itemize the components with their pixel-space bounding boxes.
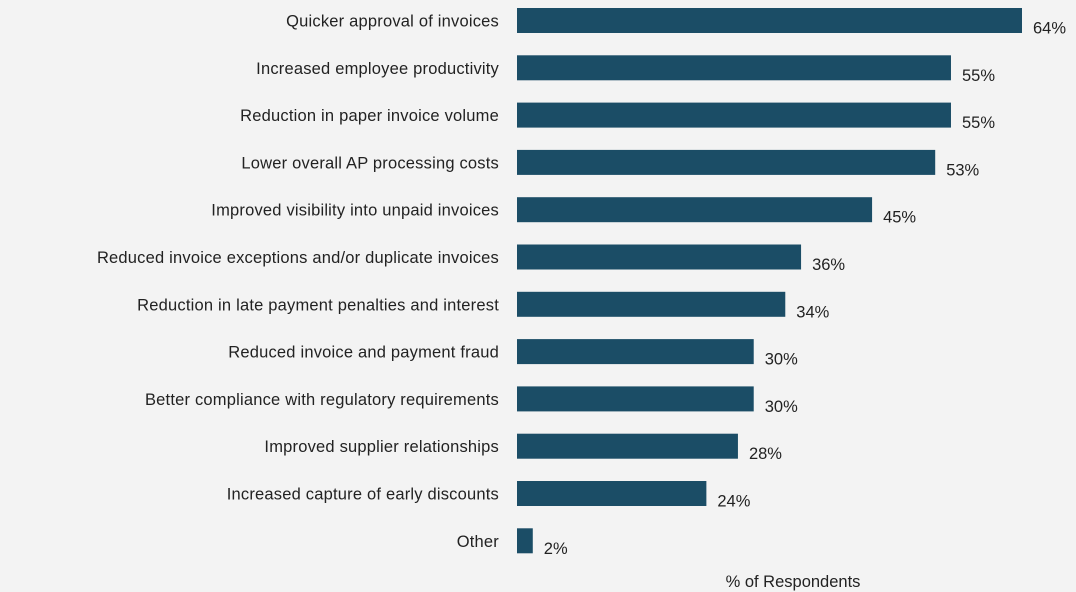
bar-reduced-invoice-exceptions-and-or-duplicate-invoices xyxy=(517,244,802,270)
value-label-improved-supplier-relationships: 28% xyxy=(749,445,782,463)
category-labels: Quicker approval of invoices Increased em… xyxy=(97,13,500,551)
value-labels: 64% 55% 55% 53% 45% 36% 34% 30% 30% 28% 24% 2% xyxy=(544,20,1067,558)
bar-improved-visibility-into-unpaid-invoices xyxy=(517,197,873,223)
bars-layer xyxy=(517,8,1022,554)
bar-quicker-approval-of-invoices xyxy=(517,8,1022,33)
bar-reduction-in-late-payment-penalties-and-interest xyxy=(517,291,786,317)
value-label-reduced-invoice-exceptions-and-or-duplicate-invoices: 36% xyxy=(812,256,845,274)
category-label-lower-overall-ap-processing-costs: Lower overall AP processing costs xyxy=(241,154,499,172)
value-label-improved-visibility-into-unpaid-invoices: 45% xyxy=(883,209,916,227)
value-label-better-compliance-with-regulatory-requirements: 30% xyxy=(765,398,798,416)
category-label-increased-capture-of-early-discounts: Increased capture of early discounts xyxy=(227,486,499,504)
bar-increased-employee-productivity xyxy=(517,55,951,81)
category-label-better-compliance-with-regulatory-requirements: Better compliance with regulatory requir… xyxy=(145,391,499,409)
category-label-reduced-invoice-exceptions-and-or-duplicate-invoices: Reduced invoice exceptions and/or duplic… xyxy=(97,249,499,267)
bar-reduced-invoice-and-payment-fraud xyxy=(517,339,754,365)
bar-other xyxy=(517,528,533,554)
value-label-reduction-in-paper-invoice-volume: 55% xyxy=(962,114,995,132)
value-label-reduced-invoice-and-payment-fraud: 30% xyxy=(765,351,798,369)
value-label-quicker-approval-of-invoices: 64% xyxy=(1033,20,1066,38)
bar-increased-capture-of-early-discounts xyxy=(517,481,707,506)
category-label-increased-employee-productivity: Increased employee productivity xyxy=(256,60,499,78)
category-label-reduction-in-late-payment-penalties-and-interest: Reduction in late payment penalties and … xyxy=(137,296,499,314)
category-label-improved-supplier-relationships: Improved supplier relationships xyxy=(264,438,499,456)
bar-improved-supplier-relationships xyxy=(517,433,738,459)
category-label-reduction-in-paper-invoice-volume: Reduction in paper invoice volume xyxy=(240,107,499,125)
value-label-increased-capture-of-early-discounts: 24% xyxy=(717,493,750,511)
value-label-increased-employee-productivity: 55% xyxy=(962,67,995,85)
category-label-quicker-approval-of-invoices: Quicker approval of invoices xyxy=(286,13,499,31)
category-label-reduced-invoice-and-payment-fraud: Reduced invoice and payment fraud xyxy=(228,344,499,362)
value-label-other: 2% xyxy=(544,540,568,558)
category-label-other: Other xyxy=(457,533,500,551)
x-axis-title: % of Respondents xyxy=(726,573,861,591)
value-label-reduction-in-late-payment-penalties-and-interest: 34% xyxy=(796,303,829,321)
bar-better-compliance-with-regulatory-requirements xyxy=(517,386,754,412)
bar-reduction-in-paper-invoice-volume xyxy=(517,102,951,128)
value-label-lower-overall-ap-processing-costs: 53% xyxy=(946,161,979,179)
category-label-improved-visibility-into-unpaid-invoices: Improved visibility into unpaid invoices xyxy=(211,202,499,220)
bar-lower-overall-ap-processing-costs xyxy=(517,149,936,175)
